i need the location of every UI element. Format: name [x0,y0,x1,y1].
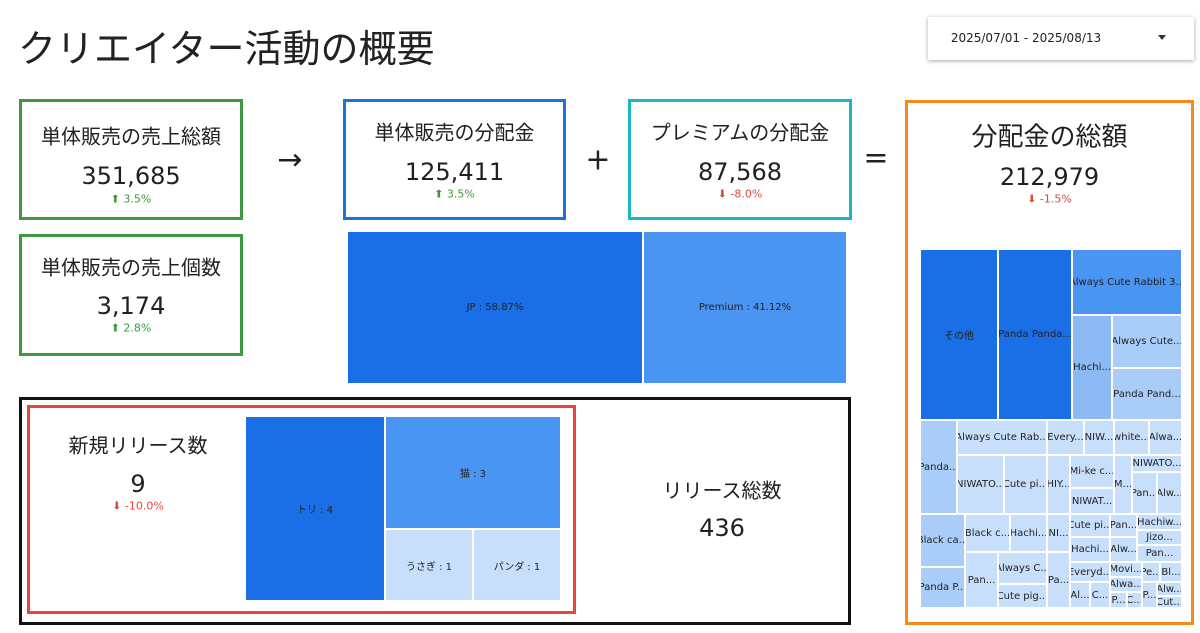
treemap-cell: C... [1127,592,1142,608]
treemap-cell: Black c... [965,514,1010,552]
treemap-cell: Black ca... [920,514,965,567]
kpi-change: ⬆ 3.5% [434,187,475,201]
operator: = [863,140,889,176]
kpi-value: 125,411 [404,158,505,186]
kpi-change: ⬆ 2.8% [110,321,152,335]
treemap-cell: M... [1114,455,1132,514]
treemap-cell: Pa... [1047,552,1070,608]
treemap-cell: Panda Panda... [998,249,1072,420]
treemap-cell: Pan... [1110,514,1137,537]
release-panel [19,397,851,625]
kpi-label: 単体販売の売上総額 [41,124,221,149]
treemap-cell: P... [1142,582,1157,608]
treemap-cell: Al... [1070,582,1090,608]
kpi-card: 単体販売の売上個数 3,174 ⬆ 2.8% [19,234,243,356]
treemap-cell: HIY... [1047,455,1070,514]
treemap-cell: NI... [1047,514,1070,552]
treemap-cell: Cute pig... [998,584,1047,608]
kpi-card: 分配金の総額 212,979 ⬇ -1.5% [905,100,1194,625]
kpi-card: 単体販売の売上総額 351,685 ⬆ 3.5% [19,99,243,220]
operator: + [585,142,611,178]
date-range-dropdown[interactable]: 2025/07/01 - 2025/08/13 [928,17,1194,60]
treemap-cell: NIWATO... [1132,455,1182,472]
treemap-cell: パンダ : 1 [473,529,561,601]
treemap-cell: Movi... [1110,562,1142,577]
treemap-cell: うさぎ : 1 [385,529,473,601]
treemap-cell: Every... [1047,420,1084,455]
operator: → [277,142,303,178]
treemap-cell: Hachi... [1070,537,1110,562]
treemap-cell: Bl... [1160,562,1182,582]
treemap-cell: Alwa... [1110,577,1142,592]
treemap-cell: Cut... [1157,596,1182,608]
kpi-value: 351,685 [81,162,181,190]
treemap-cell: JP : 58.87% [347,231,643,384]
kpi-value: 212,979 [999,163,1100,191]
treemap-cell: Alwa... [1149,420,1182,455]
new-release-panel [27,405,576,614]
kpi-change: ⬇ -8.0% [717,187,763,201]
treemap-cell: Everyd... [1070,562,1110,582]
treemap-cell: Mi-ke c... [1070,455,1114,488]
kpi-value: 3,174 [96,292,166,320]
treemap-cell: Premium : 41.12% [643,231,847,384]
kpi-card: プレミアムの分配金 87,568 ⬇ -8.0% [628,99,852,220]
treemap-cell: Alw... [1110,537,1137,562]
treemap-cell: Cute pi... [1004,455,1047,514]
kpi-label: プレミアムの分配金 [650,120,830,145]
treemap-cell: C... [1090,582,1110,608]
kpi-change: ⬇ -1.5% [1027,192,1072,206]
treemap-cell: Alw... [1157,582,1182,596]
treemap-cell: Panda... [920,420,957,514]
treemap-cell: Panda Pand... [1112,368,1182,420]
new-release-change: ⬇ -10.0% [112,499,164,513]
treemap-cell: Panda P... [920,567,965,608]
treemap-cell: トリ : 4 [245,416,385,601]
treemap-cell: Pan... [1137,545,1182,562]
treemap-cell: Pe... [1142,562,1160,582]
kpi-label: 単体販売の売上個数 [41,255,221,280]
treemap-cell: NIWAT... [1070,488,1114,514]
kpi-card: 単体販売の分配金 125,411 ⬆ 3.5% [343,99,566,220]
date-range-text: 2025/07/01 - 2025/08/13 [950,31,1102,45]
new-release-value: 9 [130,470,146,498]
treemap-cell: NIW... [1084,420,1114,455]
treemap-cell: P... [1110,592,1127,608]
treemap-cell: Pan... [965,552,998,608]
treemap-cell: Hachiw... [1137,514,1182,530]
treemap-cell: Always Cute Rabbit 3... [1072,249,1182,315]
kpi-label: 単体販売の分配金 [374,120,535,145]
treemap-cell: white... [1114,420,1149,455]
treemap-cell: Always C... [998,552,1047,584]
treemap-cell: その他 [920,249,998,420]
treemap-cell: Always Cute... [1112,315,1182,368]
treemap-cell: Cute pi... [1070,514,1110,537]
dropdown-caret [1158,35,1166,40]
treemap-cell: Jizo... [1137,530,1182,545]
treemap-cell: Alw... [1157,472,1182,514]
total-release-label: リリース総数 [662,478,782,503]
new-release-label: 新規リリース数 [68,433,208,458]
kpi-change: ⬆ 3.5% [110,192,152,206]
total-release-value: 436 [699,514,745,542]
treemap-cell: NIWATO... [957,455,1004,514]
page-title: クリエイター活動の概要 [18,27,435,71]
treemap-cell: Hachi... [1010,514,1047,552]
kpi-label: 分配金の総額 [971,122,1128,153]
kpi-value: 87,568 [698,158,782,186]
treemap-cell: 猫 : 3 [385,416,561,529]
treemap-cell: Hachi... [1072,315,1112,420]
treemap-cell: Pan... [1132,472,1157,514]
treemap-cell: Always Cute Rab... [957,420,1047,455]
